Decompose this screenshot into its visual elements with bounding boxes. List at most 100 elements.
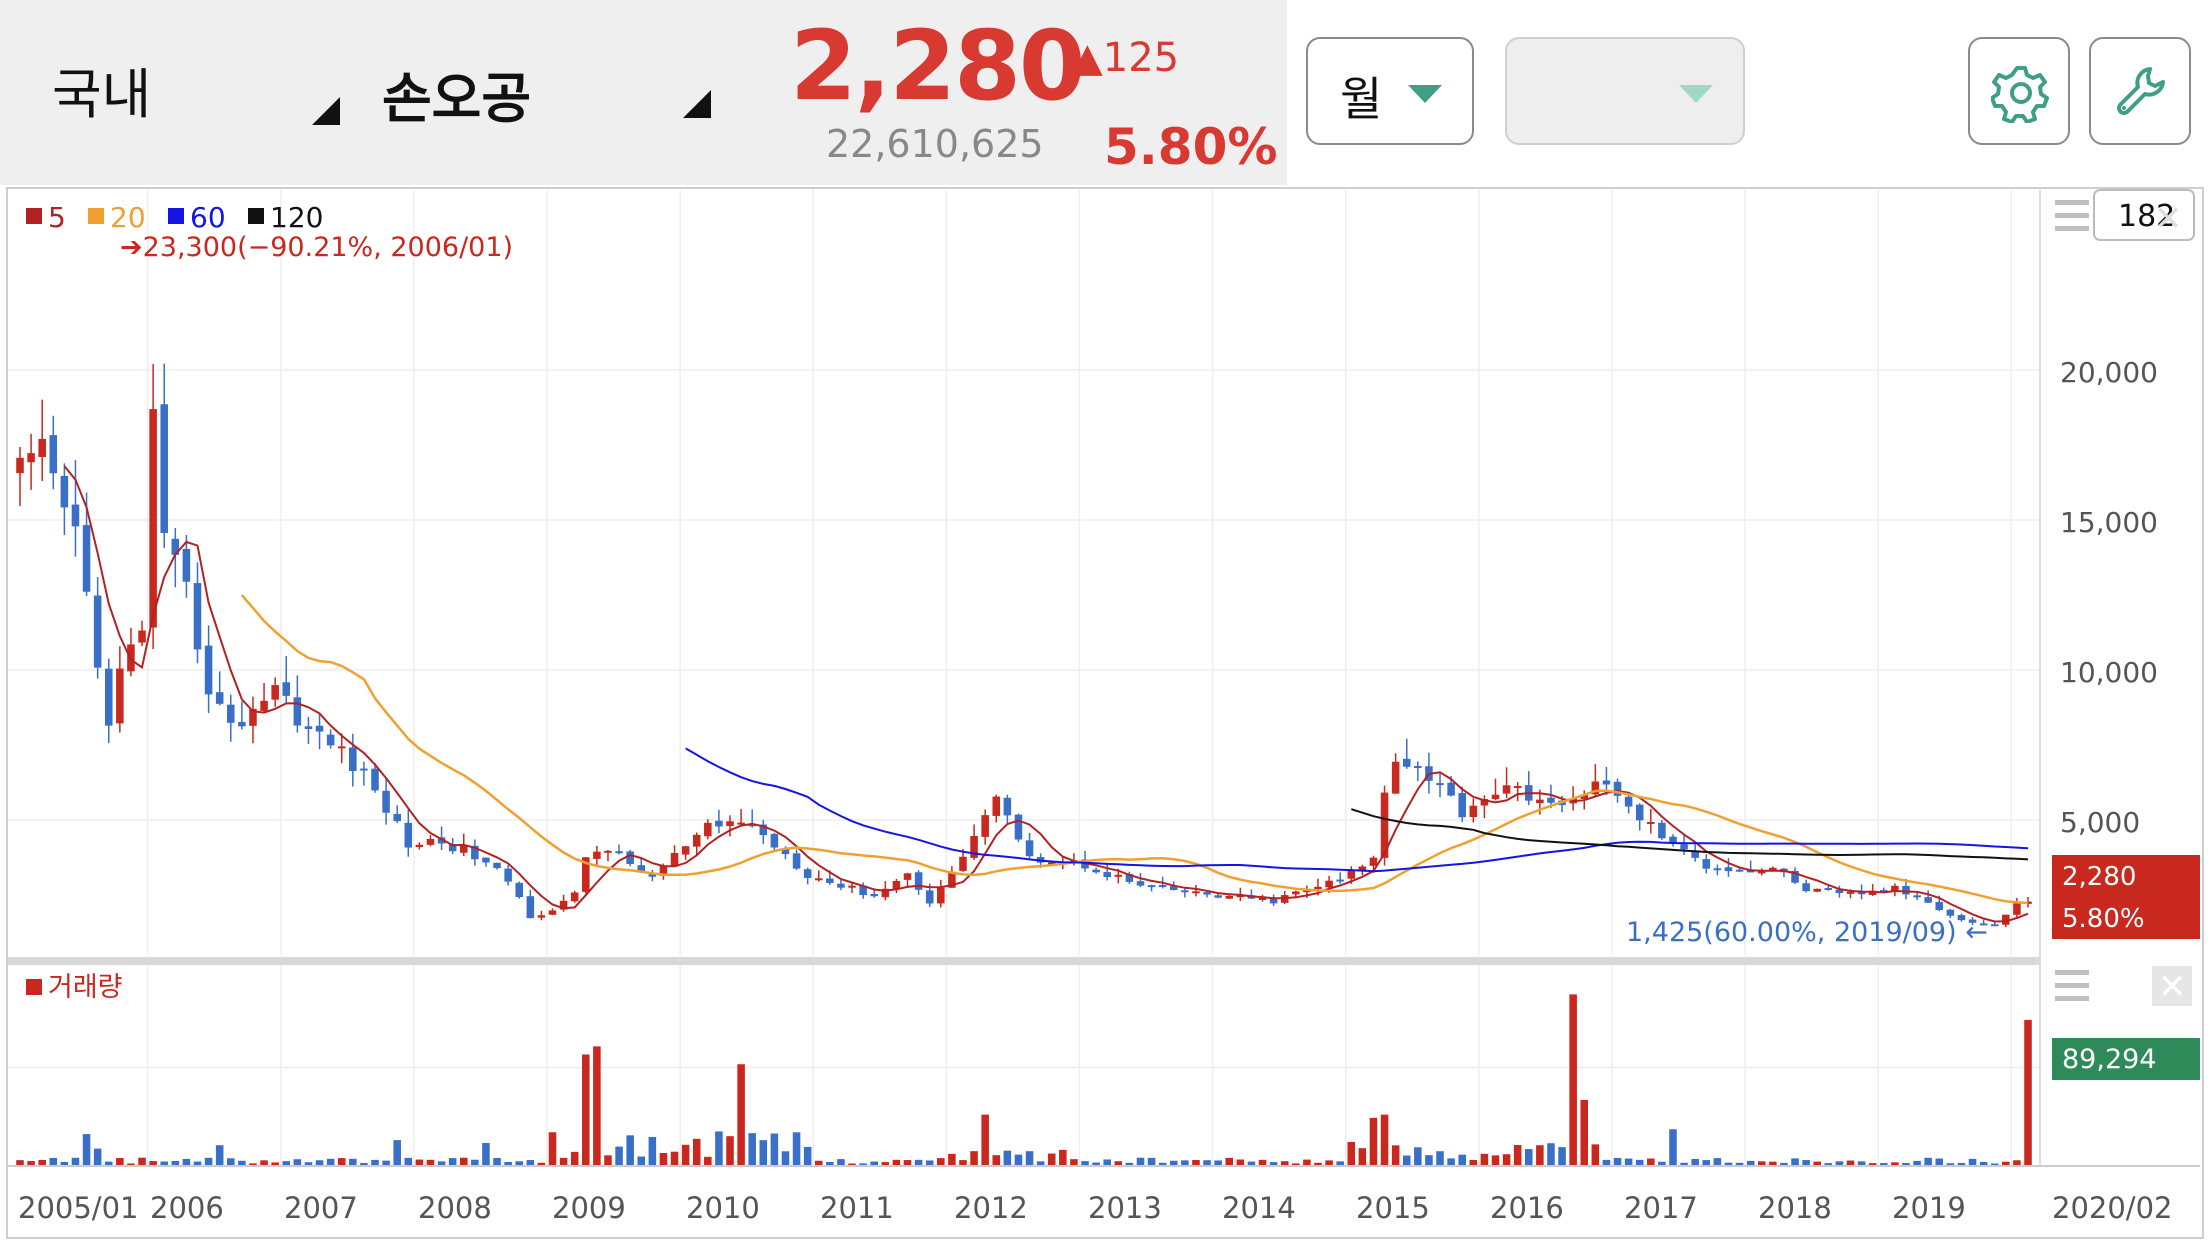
volume-bar bbox=[1957, 1162, 1966, 1165]
x-tick-label: 2011 bbox=[820, 1191, 894, 1225]
menu-icon bbox=[2055, 213, 2089, 218]
candle-body bbox=[2002, 914, 2010, 925]
candle-body bbox=[1591, 781, 1600, 795]
volume-bar bbox=[1425, 1155, 1433, 1165]
candle-body bbox=[326, 734, 335, 746]
ma120-line bbox=[1350, 808, 2029, 861]
volume-bar bbox=[1880, 1163, 1888, 1165]
secondary-select-button[interactable] bbox=[1505, 37, 1745, 145]
candle-body bbox=[792, 853, 801, 869]
volume-bar bbox=[249, 1163, 257, 1165]
volume-bar bbox=[171, 1160, 180, 1165]
candle-body bbox=[471, 845, 479, 860]
candle-body bbox=[415, 844, 424, 848]
volume-bar bbox=[1658, 1161, 1666, 1165]
stock-selector[interactable]: 손오공 bbox=[382, 67, 532, 130]
volume-bar bbox=[1868, 1163, 1877, 1165]
volume-bar bbox=[204, 1157, 213, 1165]
volume-bar bbox=[548, 1132, 557, 1165]
candle-body bbox=[526, 896, 535, 919]
candle-body bbox=[1802, 883, 1810, 892]
candle-body bbox=[715, 820, 723, 827]
legend-label: 120 bbox=[270, 201, 323, 234]
candle-body bbox=[138, 630, 146, 643]
volume-bar bbox=[726, 1136, 734, 1165]
x-tick-label: 2018 bbox=[1758, 1191, 1832, 1225]
menu-icon bbox=[2055, 200, 2089, 205]
volume-bar bbox=[1647, 1158, 1655, 1165]
volume-bar bbox=[1491, 1155, 1500, 1165]
candle-body bbox=[1902, 885, 1910, 895]
volume-bar bbox=[49, 1157, 58, 1165]
candle-body bbox=[1325, 880, 1333, 888]
volume-bar bbox=[692, 1138, 701, 1165]
candle-body bbox=[60, 475, 69, 508]
candle-body bbox=[1635, 804, 1644, 821]
volume-bar bbox=[1602, 1159, 1611, 1165]
candle-body bbox=[437, 837, 446, 844]
volume-bar bbox=[881, 1162, 890, 1165]
candle-body bbox=[1458, 793, 1466, 818]
chart-frame bbox=[6, 187, 2204, 1239]
volume-bar bbox=[2002, 1161, 2010, 1165]
volume-bar bbox=[1891, 1162, 1899, 1165]
legend-label: 20 bbox=[110, 201, 146, 234]
volume-bar bbox=[1059, 1149, 1067, 1165]
volume-bar bbox=[948, 1153, 956, 1165]
volume-bar bbox=[337, 1158, 346, 1165]
market-selector[interactable]: 국내 bbox=[52, 63, 152, 126]
volume-bar bbox=[1447, 1158, 1455, 1165]
volume-bar bbox=[1680, 1162, 1688, 1165]
candle-body bbox=[1946, 909, 1955, 916]
candle-body bbox=[371, 768, 379, 791]
x-tick-label: 2007 bbox=[284, 1191, 358, 1225]
candle-body bbox=[249, 708, 257, 726]
volume-bar bbox=[637, 1156, 646, 1165]
volume-bar bbox=[559, 1157, 568, 1165]
candle-body bbox=[515, 882, 523, 898]
settings-button[interactable] bbox=[1968, 37, 2070, 145]
volume-bar bbox=[1092, 1162, 1100, 1165]
stock-dropdown-icon[interactable] bbox=[683, 90, 711, 118]
volume-bar bbox=[792, 1132, 801, 1165]
market-dropdown-icon[interactable] bbox=[312, 97, 340, 125]
x-tick-label: 2008 bbox=[418, 1191, 492, 1225]
menu-icon bbox=[2055, 983, 2089, 988]
volume-bar bbox=[71, 1157, 80, 1165]
close-icon: ✕ bbox=[2154, 199, 2183, 239]
volume-bar bbox=[415, 1159, 424, 1165]
candle-body bbox=[670, 853, 679, 867]
volume-bar bbox=[681, 1144, 690, 1165]
last-volume-tag-value: 89,294 bbox=[2062, 1044, 2156, 1075]
volume-bar bbox=[1081, 1161, 1089, 1165]
volume-bar bbox=[1802, 1160, 1810, 1165]
candle-body bbox=[1136, 881, 1145, 886]
volume-bar bbox=[1303, 1159, 1311, 1165]
candle-body bbox=[182, 548, 191, 582]
candle-body bbox=[493, 862, 501, 869]
legend-swatch bbox=[168, 208, 184, 224]
volume-bar bbox=[360, 1162, 368, 1165]
candle-body bbox=[1447, 782, 1455, 796]
candle-body bbox=[1735, 869, 1744, 872]
period-select-button[interactable]: 월 bbox=[1306, 37, 1474, 145]
volume-bar bbox=[1014, 1154, 1023, 1165]
candle-body bbox=[393, 813, 401, 822]
volume-bar bbox=[1791, 1158, 1799, 1165]
volume-bar bbox=[1314, 1162, 1322, 1165]
volume-bar bbox=[1757, 1161, 1766, 1165]
legend-swatch bbox=[26, 208, 42, 224]
chevron-down-icon bbox=[1679, 85, 1713, 103]
volume-bar bbox=[149, 1161, 157, 1165]
candle-body bbox=[238, 721, 246, 727]
max-price-annotation: ➔23,300(−90.21%, 2006/01) bbox=[120, 232, 513, 263]
volume-bar bbox=[304, 1162, 313, 1165]
candle-body bbox=[1014, 814, 1023, 840]
candle-body bbox=[193, 583, 202, 650]
volume-bar bbox=[448, 1158, 457, 1165]
volume-bar bbox=[1536, 1145, 1544, 1165]
tools-button[interactable] bbox=[2089, 37, 2191, 145]
range-box bbox=[2093, 189, 2195, 241]
volume-bar bbox=[1824, 1163, 1833, 1165]
